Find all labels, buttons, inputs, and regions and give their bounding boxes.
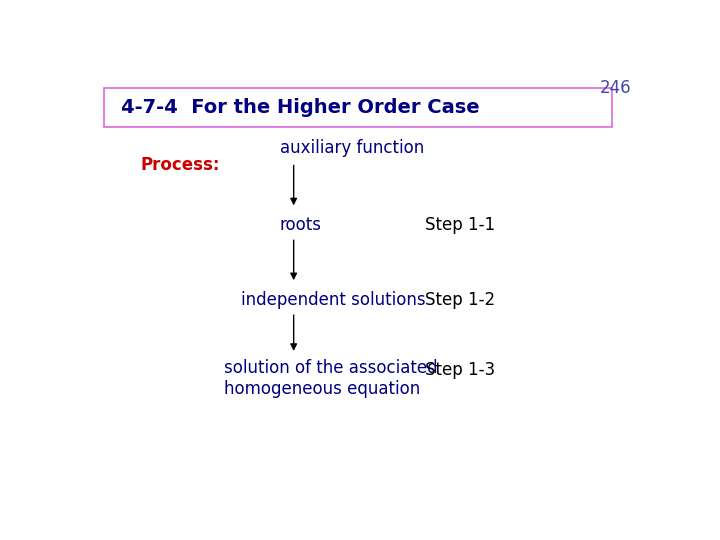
Text: Process:: Process:	[140, 156, 220, 173]
Text: Step 1-3: Step 1-3	[425, 361, 495, 380]
Text: 4-7-4  For the Higher Order Case: 4-7-4 For the Higher Order Case	[121, 98, 480, 117]
Text: solution of the associated
homogeneous equation: solution of the associated homogeneous e…	[224, 359, 438, 398]
Text: Step 1-2: Step 1-2	[425, 291, 495, 309]
Text: Step 1-1: Step 1-1	[425, 216, 495, 234]
Text: independent solutions: independent solutions	[240, 291, 426, 309]
Text: 246: 246	[600, 79, 631, 97]
Text: auxiliary function: auxiliary function	[280, 139, 424, 157]
Text: roots: roots	[280, 216, 322, 234]
FancyBboxPatch shape	[104, 87, 612, 127]
